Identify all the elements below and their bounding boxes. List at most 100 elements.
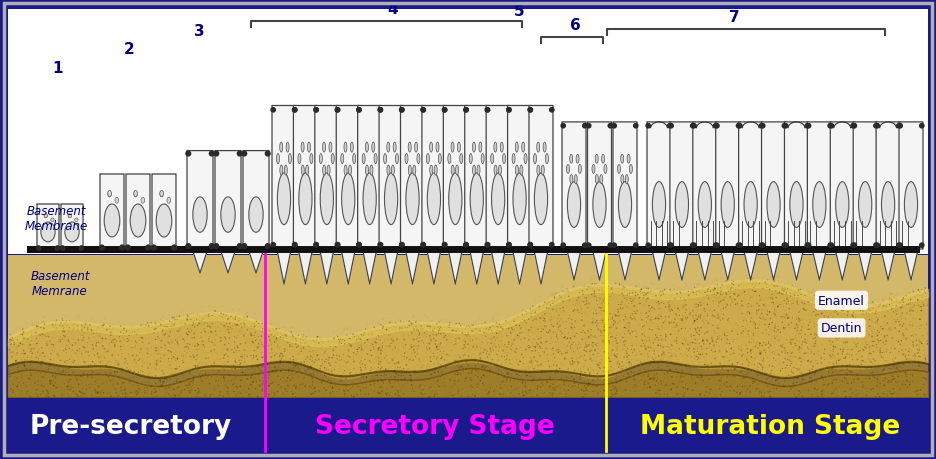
Point: [51, 336, 66, 343]
Point: [535, 317, 550, 325]
Point: [483, 384, 498, 392]
Point: [678, 351, 693, 358]
Point: [229, 349, 244, 357]
Point: [417, 330, 432, 337]
Point: [198, 319, 213, 327]
Point: [895, 350, 910, 357]
Point: [429, 373, 444, 380]
Ellipse shape: [301, 143, 304, 153]
Point: [338, 390, 353, 397]
Point: [712, 378, 727, 385]
Point: [344, 381, 358, 389]
Point: [300, 389, 315, 397]
Point: [909, 353, 924, 361]
Point: [618, 316, 633, 324]
Point: [37, 391, 52, 398]
Point: [565, 308, 580, 315]
Point: [110, 357, 124, 364]
Point: [27, 380, 42, 387]
Point: [147, 388, 162, 395]
Point: [826, 360, 841, 368]
Point: [568, 352, 583, 359]
Point: [35, 355, 50, 363]
Point: [679, 337, 694, 345]
Point: [116, 373, 131, 380]
Point: [866, 348, 881, 356]
Point: [828, 356, 843, 363]
Point: [532, 374, 547, 381]
Point: [718, 349, 733, 357]
Point: [640, 380, 655, 387]
Point: [356, 332, 371, 339]
Point: [317, 370, 332, 378]
Point: [831, 316, 846, 323]
Point: [95, 374, 110, 381]
Point: [714, 379, 729, 386]
Point: [256, 342, 271, 349]
Point: [473, 354, 488, 361]
Point: [913, 321, 928, 328]
Point: [732, 392, 747, 400]
Point: [534, 326, 548, 333]
Point: [355, 347, 370, 354]
Point: [262, 328, 277, 335]
Point: [603, 330, 618, 337]
Ellipse shape: [115, 198, 119, 204]
Circle shape: [875, 243, 880, 248]
FancyBboxPatch shape: [152, 174, 176, 249]
Point: [451, 386, 466, 393]
Point: [691, 359, 706, 366]
Ellipse shape: [327, 166, 330, 176]
Point: [627, 381, 642, 388]
Point: [199, 361, 214, 368]
Point: [530, 333, 545, 340]
Point: [410, 349, 425, 356]
Point: [448, 341, 463, 348]
Point: [260, 380, 275, 387]
Point: [344, 369, 358, 376]
Point: [151, 379, 166, 386]
Point: [508, 354, 523, 362]
Point: [514, 362, 529, 369]
Point: [803, 388, 818, 396]
Point: [586, 317, 601, 325]
Point: [267, 353, 282, 361]
Point: [369, 336, 384, 343]
Point: [819, 310, 834, 317]
Point: [895, 381, 910, 388]
Point: [386, 346, 401, 353]
Point: [335, 338, 350, 345]
Point: [753, 347, 768, 354]
Point: [542, 388, 557, 396]
Point: [572, 299, 587, 306]
Point: [588, 293, 603, 300]
Point: [456, 336, 471, 344]
Point: [21, 388, 36, 396]
Point: [450, 381, 465, 389]
Point: [468, 374, 483, 381]
Point: [129, 366, 144, 373]
Point: [768, 292, 782, 299]
Point: [378, 349, 393, 357]
Point: [306, 390, 321, 397]
Point: [335, 371, 350, 379]
Point: [740, 374, 755, 381]
Point: [413, 374, 428, 381]
Point: [651, 308, 666, 316]
Point: [559, 343, 574, 351]
Point: [759, 281, 774, 288]
Point: [273, 383, 288, 391]
Point: [919, 392, 934, 399]
Point: [129, 331, 144, 338]
Point: [85, 358, 100, 365]
Point: [721, 318, 736, 325]
Point: [669, 293, 684, 300]
Point: [441, 351, 456, 358]
Point: [534, 309, 548, 317]
Point: [653, 363, 668, 370]
Point: [228, 355, 243, 363]
Point: [737, 296, 752, 303]
Point: [458, 377, 473, 385]
Point: [114, 367, 129, 375]
Point: [519, 382, 534, 390]
